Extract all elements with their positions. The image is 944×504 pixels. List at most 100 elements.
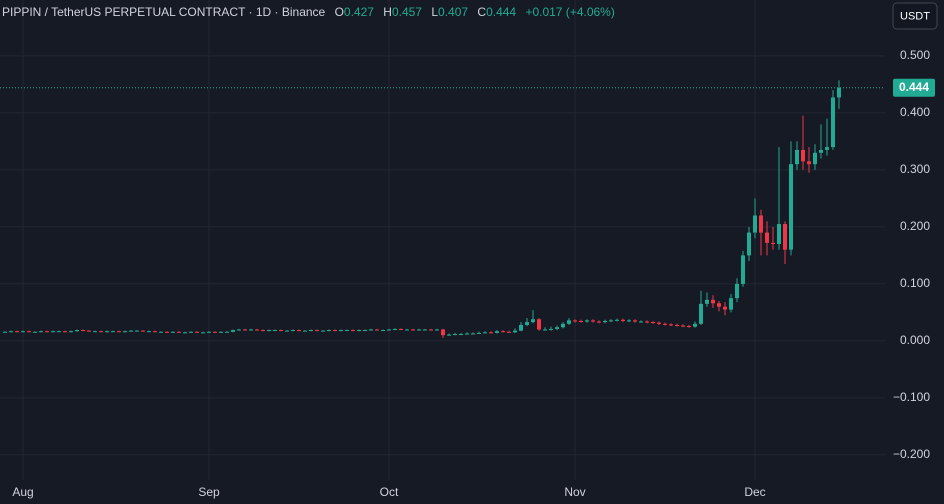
y-tick-label: 0.000: [900, 333, 930, 347]
candle-body: [801, 149, 805, 162]
candle-body: [423, 329, 427, 331]
candle-body: [795, 149, 799, 165]
y-tick-label: −0.200: [893, 447, 930, 461]
candle-body: [453, 334, 457, 336]
currency-button-frame[interactable]: [892, 2, 938, 30]
last-price-badge: [893, 78, 935, 97]
candle-body: [315, 330, 319, 332]
candle-body: [129, 330, 133, 332]
candle-body: [651, 322, 655, 324]
currency-button[interactable]: USDT: [892, 2, 938, 30]
close-value: 0.444: [486, 5, 516, 19]
candle-body: [399, 328, 403, 330]
candle-body: [15, 331, 19, 333]
candle-body: [141, 330, 145, 332]
y-tick-label: 0.500: [900, 48, 930, 62]
candle-body: [723, 306, 727, 310]
high-letter: H: [383, 5, 392, 19]
candle-body: [807, 161, 811, 165]
candle-body: [735, 283, 739, 299]
candle-body: [585, 320, 589, 322]
candle-body: [135, 330, 139, 332]
candle-body: [33, 331, 37, 333]
y-tick-label: 0.100: [900, 276, 930, 290]
candle-body: [81, 330, 85, 332]
candle-body: [603, 320, 607, 323]
candles: [3, 80, 841, 339]
candle-body: [729, 298, 733, 310]
candle-body: [261, 330, 265, 332]
candle-body: [615, 319, 619, 321]
candle-body: [597, 321, 601, 323]
candle-body: [639, 321, 643, 323]
candle-body: [513, 330, 517, 333]
candle-body: [393, 328, 397, 330]
overlay: 0.500 0.400 0.300 0.200 0.100 0.000 −0.100 −0.2…: [0, 48, 935, 499]
candle-body: [531, 319, 535, 323]
candle-body: [147, 331, 151, 333]
candle-body: [183, 332, 187, 334]
candle-body: [165, 331, 169, 333]
candle-body: [555, 327, 559, 329]
candle-body: [99, 331, 103, 333]
candle-body: [231, 330, 235, 332]
last-price-label: 0.444: [899, 80, 929, 94]
candle-body: [537, 319, 541, 330]
candle-body: [27, 331, 31, 333]
low-value: 0.407: [438, 5, 468, 19]
x-tick-label: Dec: [744, 485, 765, 499]
candle-body: [273, 330, 277, 332]
candle-body: [279, 330, 283, 332]
candle-body: [435, 329, 439, 331]
candle-body: [561, 323, 565, 328]
candle-body: [351, 330, 355, 332]
chart-title: PIPPIN / TetherUS PERPETUAL CONTRACT · 1…: [2, 5, 326, 19]
candle-body: [549, 328, 553, 330]
candle-body: [291, 330, 295, 332]
candle-body: [489, 332, 493, 334]
x-tick-label: Nov: [564, 485, 585, 499]
candle-body: [669, 324, 673, 326]
candle-body: [369, 329, 373, 331]
candle-body: [459, 334, 463, 336]
candle-body: [381, 330, 385, 332]
candle-body: [771, 242, 775, 244]
candle-body: [57, 331, 61, 333]
candle-body: [699, 303, 703, 324]
candle-body: [777, 224, 781, 244]
candle-body: [345, 330, 349, 332]
candle-body: [567, 320, 571, 324]
candle-body: [63, 331, 67, 333]
candle-body: [657, 322, 661, 324]
candle-body: [483, 332, 487, 334]
candle-body: [177, 331, 181, 333]
change-value: +0.017 (+4.06%): [525, 5, 614, 19]
candle-body: [759, 215, 763, 233]
candle-body: [111, 331, 115, 333]
candle-body: [765, 232, 769, 243]
candle-body: [705, 299, 709, 304]
candle-body: [3, 331, 7, 333]
candle-body: [51, 331, 55, 333]
candle-body: [243, 329, 247, 331]
candle-body: [579, 320, 583, 322]
candle-body: [591, 320, 595, 322]
candle-body: [495, 331, 499, 333]
candle-body: [333, 330, 337, 332]
y-tick-label: 0.200: [900, 219, 930, 233]
candle-body: [303, 330, 307, 332]
candle-body: [123, 331, 127, 333]
open-value: 0.427: [344, 5, 374, 19]
currency-button-label[interactable]: USDT: [900, 10, 930, 22]
candle-body: [297, 330, 301, 332]
candle-body: [753, 215, 757, 233]
candle-body: [687, 326, 691, 328]
candle-body: [285, 330, 289, 332]
x-tick-label: Sep: [198, 485, 220, 499]
candle-body: [207, 331, 211, 333]
candle-body: [405, 329, 409, 331]
candle-body: [201, 332, 205, 334]
candle-body: [159, 331, 163, 333]
